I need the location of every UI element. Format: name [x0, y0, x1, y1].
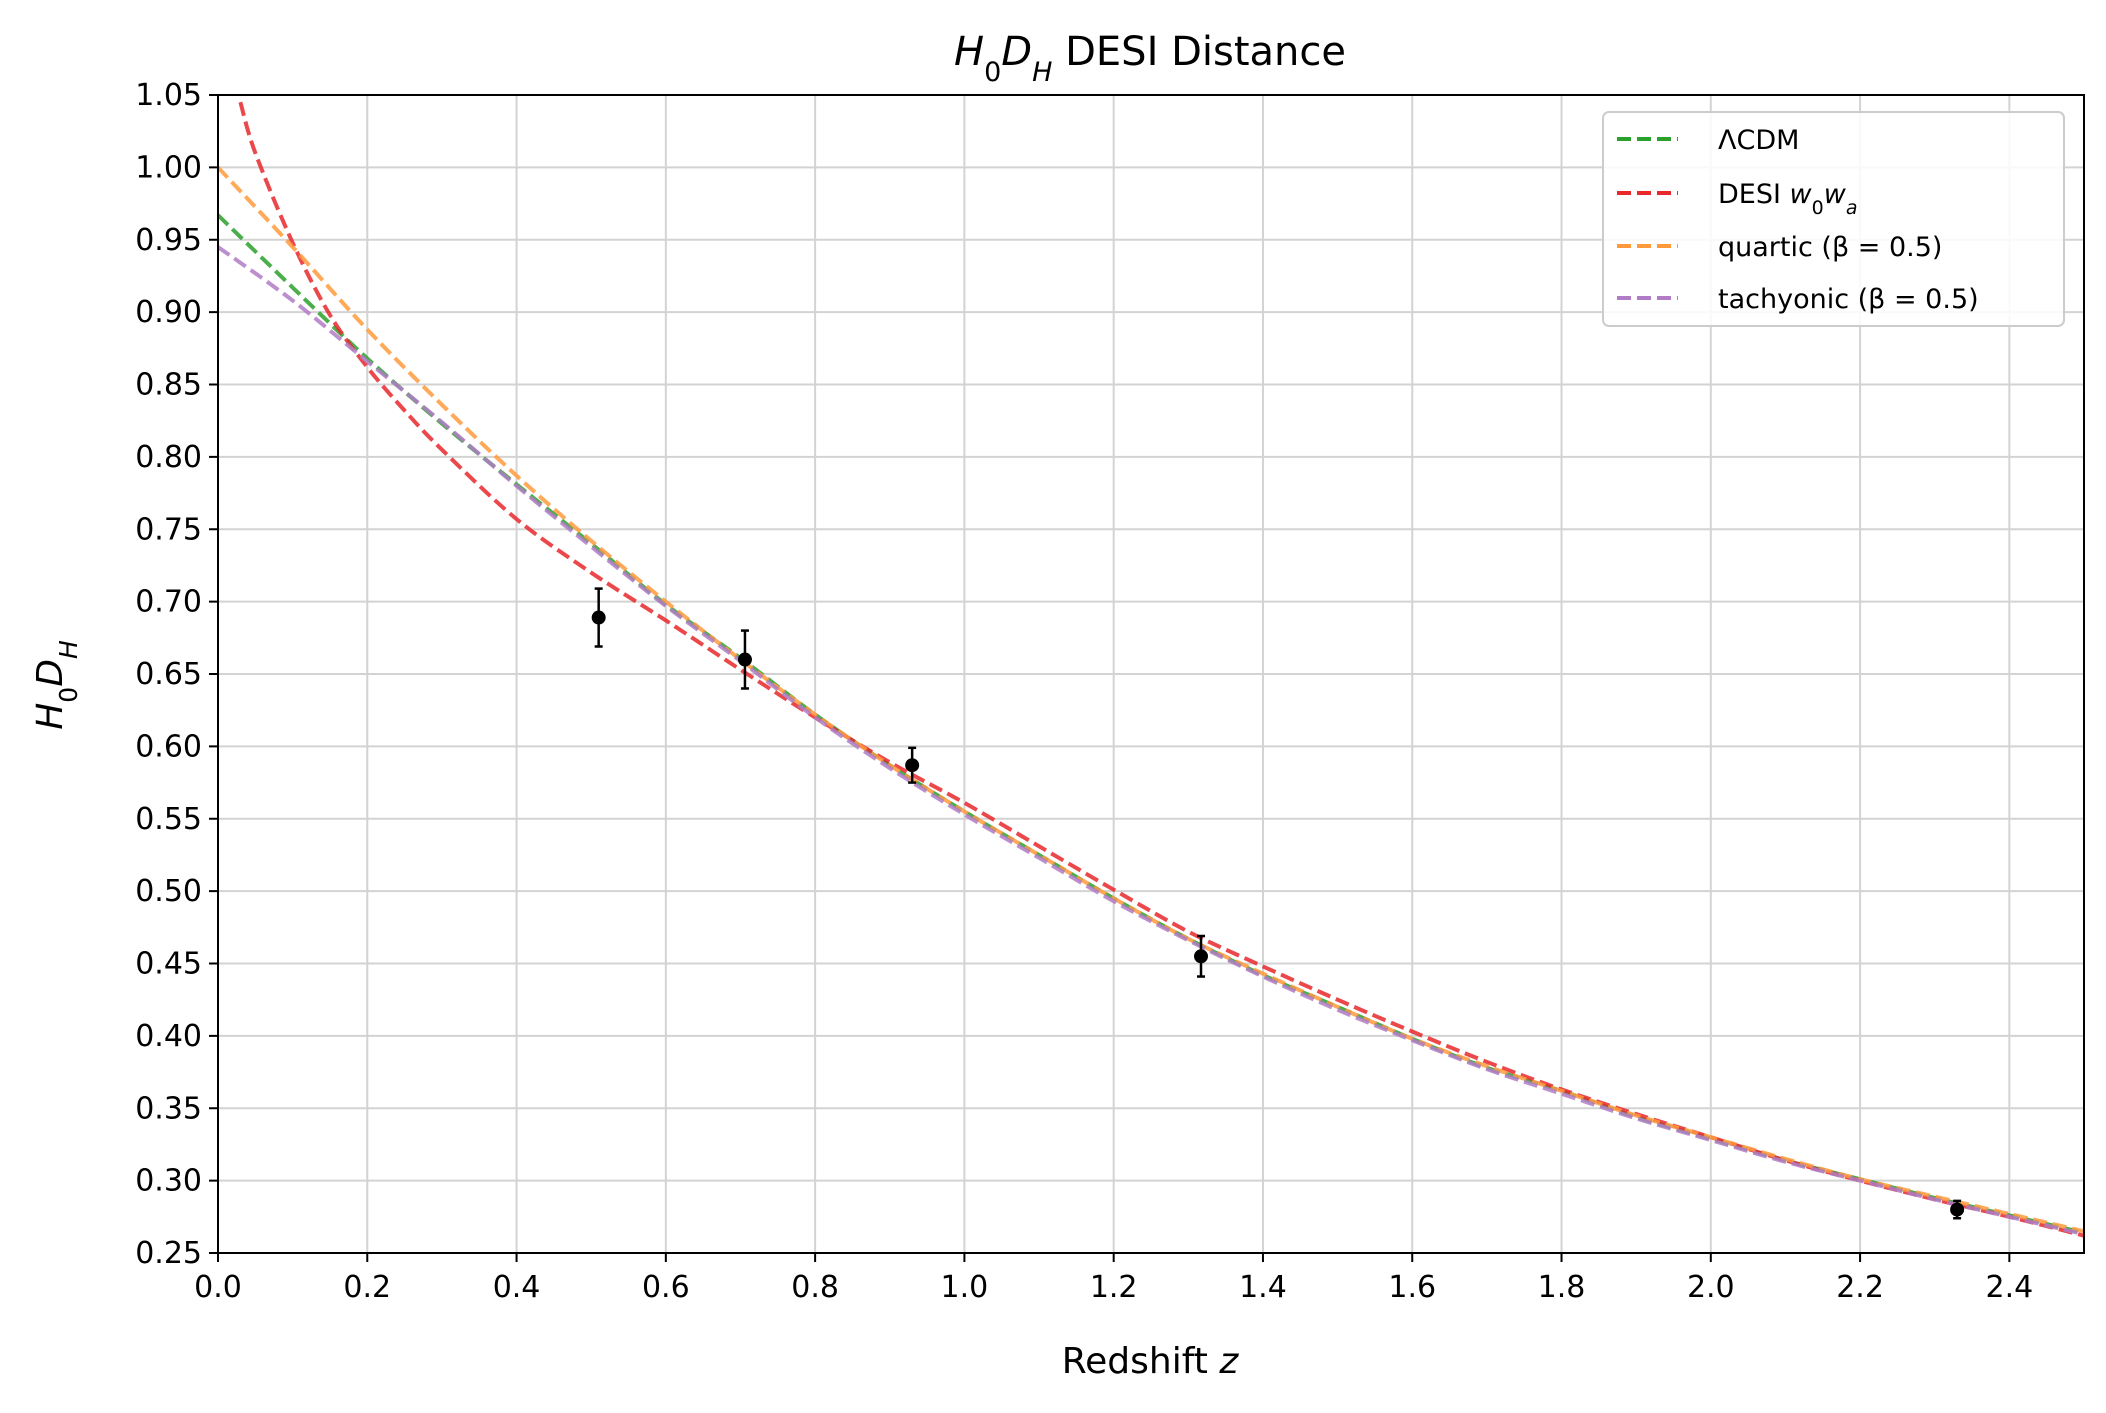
x-tick-label: 1.6: [1388, 1270, 1436, 1305]
legend-entry-tachyonic: tachyonic (β = 0.5): [1617, 284, 1979, 315]
y-axis-label: H0DH: [30, 640, 83, 730]
y-tick-label: 1.00: [135, 150, 202, 185]
legend-box: [1602, 111, 2065, 327]
y-tick-label: 0.45: [135, 947, 202, 982]
legend-label-tachyonic: tachyonic (β = 0.5): [1718, 284, 1979, 315]
data-point-marker: [1950, 1202, 1965, 1217]
x-axis-label: Redshift z: [1062, 1341, 1240, 1382]
x-tick-label: 2.0: [1687, 1270, 1735, 1305]
y-tick-label: 0.85: [135, 368, 202, 403]
series-layer: [218, 101, 2084, 1238]
data-point: [737, 629, 752, 690]
y-tick-label: 1.05: [135, 78, 202, 113]
series-line-quartic: [218, 166, 2084, 1234]
y-tick-label: 0.35: [135, 1091, 202, 1126]
y-tick-label: 0.60: [135, 729, 202, 764]
x-tick-label: 0.2: [343, 1270, 391, 1305]
y-tick-label: 0.65: [135, 657, 202, 692]
legend-entry-desi: DESI w0wa: [1617, 179, 1857, 219]
x-tick-label: 1.0: [941, 1270, 989, 1305]
y-tick-label: 0.80: [135, 440, 202, 475]
legend: ΛCDM DESI w0wa quartic (β = 0.5) tachyon…: [1602, 111, 2065, 327]
y-tick-label: 0.25: [135, 1236, 202, 1271]
legend-label-quartic: quartic (β = 0.5): [1718, 232, 1942, 263]
y-tick-label: 0.95: [135, 223, 202, 258]
series-line-tachyonic: [218, 245, 2084, 1237]
y-tick-label: 0.90: [135, 295, 202, 330]
x-tick-label: 0.8: [791, 1270, 839, 1305]
legend-label-desi: DESI w0wa: [1718, 179, 1857, 219]
x-axis-ticks: 0.0 0.2 0.4 0.6 0.8 1.0 1.2 1.4 1.6 1.8 2.0 2.2 2.4: [194, 1253, 2033, 1305]
data-points: [591, 587, 1965, 1220]
data-point: [1950, 1199, 1965, 1220]
x-tick-label: 2.2: [1836, 1270, 1884, 1305]
y-tick-label: 0.50: [135, 874, 202, 909]
x-tick-label: 0.0: [194, 1270, 242, 1305]
data-point-marker: [591, 610, 606, 625]
y-axis-ticks: 0.25 0.30 0.35 0.40 0.45 0.50 0.55 0.60 0.65 0.70…: [135, 78, 218, 1271]
y-tick-label: 0.70: [135, 585, 202, 620]
data-point: [1194, 934, 1209, 978]
legend-label-lcdm: ΛCDM: [1718, 125, 1799, 156]
data-point: [905, 746, 920, 784]
data-point: [591, 587, 606, 648]
y-tick-label: 0.30: [135, 1164, 202, 1199]
x-tick-label: 0.4: [493, 1270, 541, 1305]
chart-title: H0DH DESI Distance: [954, 29, 1346, 88]
y-tick-label: 0.55: [135, 802, 202, 837]
data-point-marker: [905, 758, 920, 773]
y-tick-label: 0.40: [135, 1019, 202, 1054]
legend-entry-lcdm: ΛCDM: [1617, 125, 1799, 156]
x-tick-label: 1.4: [1239, 1270, 1287, 1305]
y-tick-label: 0.75: [135, 512, 202, 547]
data-point-marker: [737, 652, 752, 667]
data-point-marker: [1194, 949, 1209, 964]
x-tick-label: 1.2: [1090, 1270, 1138, 1305]
legend-entry-quartic: quartic (β = 0.5): [1617, 232, 1942, 263]
x-tick-label: 2.4: [1986, 1270, 2034, 1305]
x-tick-label: 1.8: [1538, 1270, 1586, 1305]
x-tick-label: 0.6: [642, 1270, 690, 1305]
grid: [217, 94, 2084, 1254]
